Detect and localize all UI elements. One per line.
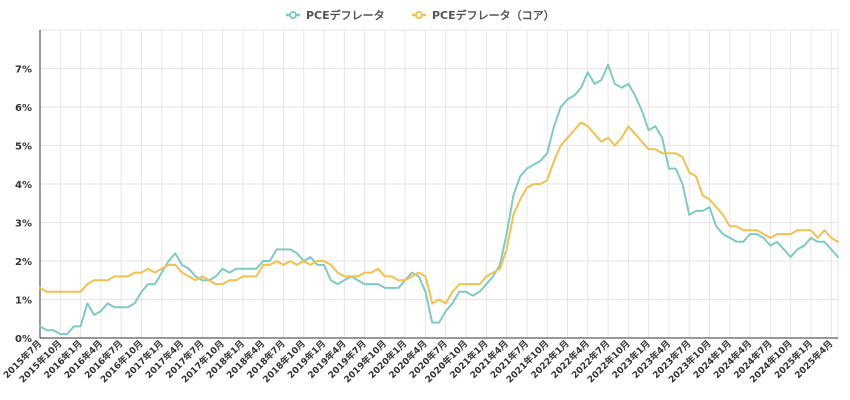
y-tick-label: 7%	[15, 65, 32, 76]
y-tick-label: 6%	[15, 103, 32, 114]
chart-axes	[39, 30, 838, 339]
y-tick-label: 0%	[15, 334, 32, 345]
y-tick-label: 5%	[15, 142, 32, 153]
chart-series	[39, 63, 839, 336]
x-axis-ticks: 2015年7月2015年10月2016年1月2016年4月2016年7月2016…	[1, 338, 836, 386]
chart-legend: PCEデフレータ PCEデフレータ（コア）	[286, 8, 555, 22]
chart-grid	[39, 29, 839, 338]
legend-label: PCEデフレータ（コア）	[432, 8, 555, 22]
series-line-1	[39, 63, 839, 336]
y-tick-label: 2%	[15, 257, 32, 268]
legend-label: PCEデフレータ	[306, 8, 385, 22]
legend-item-2[interactable]: PCEデフレータ（コア）	[412, 8, 555, 22]
legend-item-1[interactable]: PCEデフレータ	[286, 8, 385, 22]
y-axis-ticks: 0% 1% 2% 3% 4% 5% 6% 7%	[15, 65, 32, 346]
y-tick-label: 4%	[15, 180, 32, 191]
legend-marker	[289, 11, 297, 19]
y-tick-label: 1%	[15, 296, 32, 307]
legend-marker	[415, 11, 423, 19]
series-line-2	[39, 121, 839, 305]
y-tick-label: 3%	[15, 219, 32, 230]
